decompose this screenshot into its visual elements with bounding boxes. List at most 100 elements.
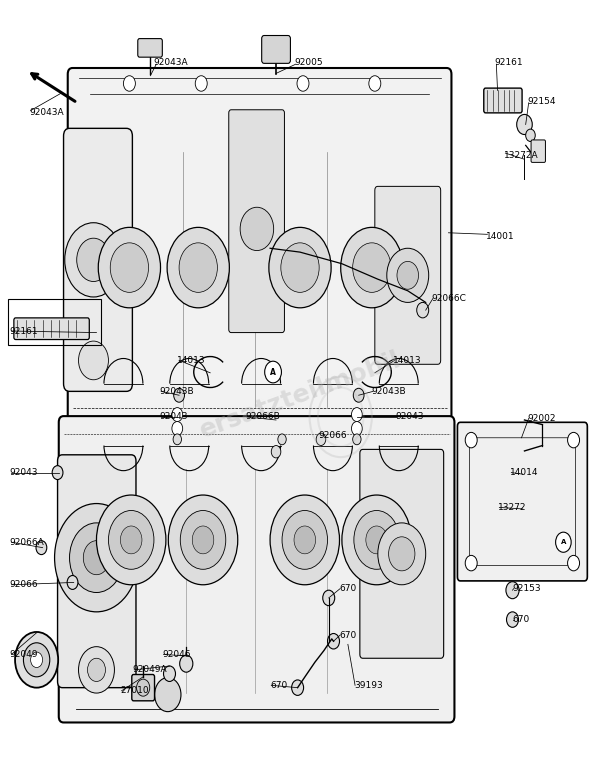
Circle shape <box>173 434 181 445</box>
FancyBboxPatch shape <box>360 449 443 658</box>
Circle shape <box>506 611 518 627</box>
Text: 92046: 92046 <box>163 650 191 659</box>
Circle shape <box>292 680 304 695</box>
Circle shape <box>378 523 426 585</box>
Circle shape <box>164 666 175 681</box>
Circle shape <box>172 408 182 422</box>
FancyBboxPatch shape <box>58 455 136 687</box>
Circle shape <box>526 129 535 142</box>
Circle shape <box>195 76 207 91</box>
Circle shape <box>389 537 415 571</box>
Text: 92161: 92161 <box>494 58 523 67</box>
Circle shape <box>179 243 217 292</box>
FancyBboxPatch shape <box>229 110 284 332</box>
Circle shape <box>465 556 477 571</box>
Text: 13272: 13272 <box>497 503 526 512</box>
FancyBboxPatch shape <box>375 186 440 364</box>
Circle shape <box>65 222 122 297</box>
Text: A: A <box>270 367 276 377</box>
Circle shape <box>352 408 362 422</box>
Circle shape <box>77 238 110 281</box>
Text: 39193: 39193 <box>354 681 383 690</box>
Circle shape <box>124 76 136 91</box>
Circle shape <box>282 511 328 570</box>
FancyBboxPatch shape <box>59 416 454 722</box>
Circle shape <box>369 76 381 91</box>
Circle shape <box>173 388 184 402</box>
FancyBboxPatch shape <box>484 88 522 113</box>
Text: 14013: 14013 <box>177 356 206 365</box>
Circle shape <box>556 532 571 553</box>
Text: 92043A: 92043A <box>154 58 188 67</box>
FancyBboxPatch shape <box>457 422 587 581</box>
Text: 92153: 92153 <box>512 584 541 593</box>
Circle shape <box>79 341 109 380</box>
Circle shape <box>316 433 326 446</box>
Circle shape <box>568 432 580 448</box>
Circle shape <box>269 227 331 308</box>
Text: 14014: 14014 <box>509 468 538 477</box>
Circle shape <box>79 646 115 693</box>
Text: 92049: 92049 <box>10 650 38 659</box>
Circle shape <box>98 227 161 308</box>
Circle shape <box>70 523 124 593</box>
Circle shape <box>110 243 149 292</box>
Text: 14013: 14013 <box>393 356 421 365</box>
Circle shape <box>353 434 361 445</box>
Circle shape <box>397 261 419 289</box>
Circle shape <box>270 495 340 585</box>
Circle shape <box>517 115 532 135</box>
Circle shape <box>155 677 181 711</box>
Circle shape <box>417 302 429 318</box>
Text: 92066: 92066 <box>10 580 38 589</box>
Circle shape <box>55 504 139 611</box>
Text: 670: 670 <box>339 631 356 639</box>
FancyBboxPatch shape <box>138 39 163 57</box>
FancyBboxPatch shape <box>132 674 155 701</box>
Circle shape <box>67 576 78 590</box>
Text: 92043: 92043 <box>10 468 38 477</box>
Circle shape <box>172 422 182 436</box>
Text: 92066B: 92066B <box>245 412 280 422</box>
FancyBboxPatch shape <box>14 318 89 339</box>
Text: 14001: 14001 <box>485 232 514 241</box>
Circle shape <box>109 511 154 570</box>
FancyBboxPatch shape <box>64 129 133 391</box>
Circle shape <box>52 466 63 480</box>
Circle shape <box>180 511 226 570</box>
Circle shape <box>387 248 429 302</box>
Text: 92043: 92043 <box>396 412 424 422</box>
Circle shape <box>328 633 340 649</box>
Text: 27010: 27010 <box>121 686 149 695</box>
Circle shape <box>167 227 229 308</box>
Circle shape <box>192 526 214 554</box>
Circle shape <box>354 511 400 570</box>
Circle shape <box>281 243 319 292</box>
Text: 92002: 92002 <box>527 414 556 423</box>
Circle shape <box>137 679 150 696</box>
Circle shape <box>97 495 166 585</box>
Text: 670: 670 <box>339 584 356 593</box>
Text: 92005: 92005 <box>294 58 323 67</box>
Circle shape <box>121 526 142 554</box>
Circle shape <box>506 582 519 599</box>
Circle shape <box>341 227 403 308</box>
Circle shape <box>366 526 388 554</box>
Text: 92066C: 92066C <box>431 294 467 303</box>
Circle shape <box>36 541 47 555</box>
Text: A: A <box>561 539 566 546</box>
Circle shape <box>297 76 309 91</box>
FancyBboxPatch shape <box>262 36 290 64</box>
Circle shape <box>169 495 238 585</box>
Circle shape <box>31 652 43 667</box>
Text: 670: 670 <box>270 681 287 690</box>
Circle shape <box>88 658 106 681</box>
Text: 92043B: 92043B <box>160 387 194 396</box>
Text: 92043: 92043 <box>160 412 188 422</box>
Text: 13272A: 13272A <box>503 151 538 160</box>
Circle shape <box>323 591 335 605</box>
Circle shape <box>352 422 362 436</box>
Text: 92154: 92154 <box>527 97 556 105</box>
Circle shape <box>278 434 286 445</box>
Circle shape <box>23 642 50 677</box>
